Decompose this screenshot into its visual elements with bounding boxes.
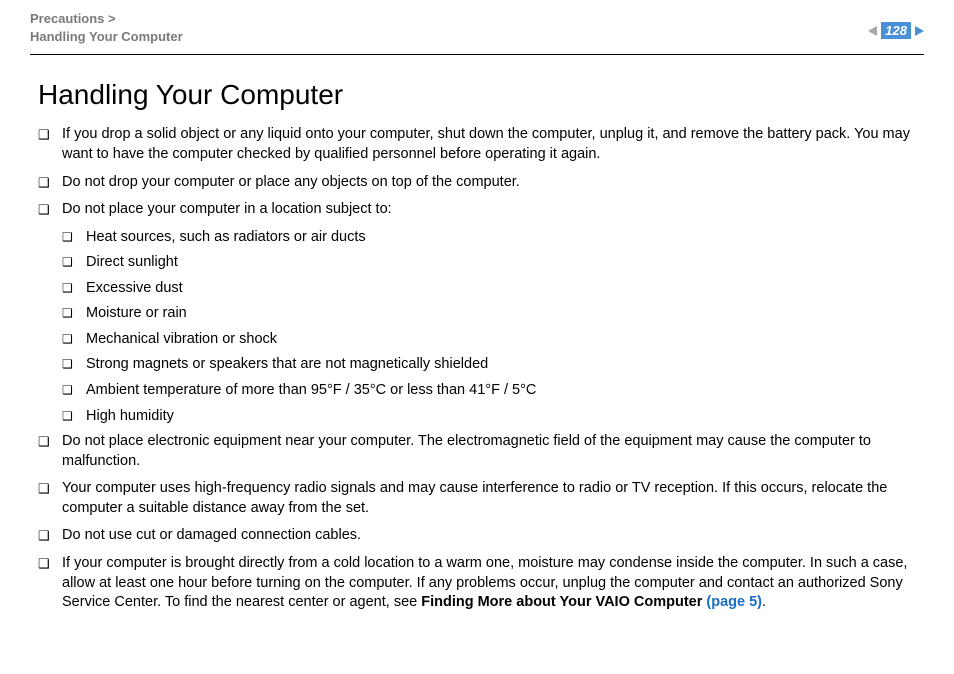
list-item: ❑ Do not use cut or damaged connection c… [38,526,924,546]
list-item-text: Do not use cut or damaged connection cab… [62,526,924,546]
bullet-icon: ❑ [38,125,62,164]
page-number: 128 [881,22,911,39]
list-item: ❑ If you drop a solid object or any liqu… [38,125,924,164]
list-item-text: If you drop a solid object or any liquid… [62,125,924,164]
list-item: ❑High humidity [62,407,924,427]
list-item: ❑ Do not drop your computer or place any… [38,173,924,193]
list-item-text: Strong magnets or speakers that are not … [86,355,924,375]
list-item: ❑Direct sunlight [62,253,924,273]
list-item-text: Direct sunlight [86,253,924,273]
bullet-icon: ❑ [38,200,62,220]
bullet-icon: ❑ [62,304,86,324]
precautions-list: ❑ If you drop a solid object or any liqu… [38,125,924,612]
bullet-icon: ❑ [62,279,86,299]
bullet-icon: ❑ [62,228,86,248]
list-item: ❑Strong magnets or speakers that are not… [62,355,924,375]
list-item: ❑ Your computer uses high-frequency radi… [38,479,924,518]
breadcrumb-section: Precautions > [30,10,183,28]
bullet-icon: ❑ [62,407,86,427]
list-item: ❑Ambient temperature of more than 95°F /… [62,381,924,401]
list-item-text: Do not place electronic equipment near y… [62,432,924,471]
breadcrumb: Precautions > Handling Your Computer [30,10,183,46]
next-page-arrow-icon[interactable] [915,26,924,36]
list-item-text: If your computer is brought directly fro… [62,554,924,613]
breadcrumb-page: Handling Your Computer [30,28,183,46]
page-reference-link[interactable]: (page 5) [706,594,762,610]
list-item: ❑ Do not place electronic equipment near… [38,432,924,471]
reference-title: Finding More about Your VAIO Computer [421,594,706,610]
list-item-text: Do not drop your computer or place any o… [62,173,924,193]
bullet-icon: ❑ [38,554,62,613]
list-item-text: High humidity [86,407,924,427]
list-item-text: Moisture or rain [86,304,924,324]
list-item: ❑ If your computer is brought directly f… [38,554,924,613]
bullet-icon: ❑ [38,526,62,546]
page-indicator: 128 [868,22,924,39]
bullet-icon: ❑ [62,381,86,401]
list-item: ❑Excessive dust [62,279,924,299]
content-area: Handling Your Computer ❑ If you drop a s… [0,55,954,612]
page-title: Handling Your Computer [38,79,924,111]
bullet-icon: ❑ [38,432,62,471]
list-item-text: Do not place your computer in a location… [62,201,392,217]
list-item: ❑ Do not place your computer in a locati… [38,200,924,220]
list-item: ❑Mechanical vibration or shock [62,330,924,350]
bullet-icon: ❑ [62,330,86,350]
bullet-icon: ❑ [62,253,86,273]
list-item-text: Mechanical vibration or shock [86,330,924,350]
nested-list: ❑Heat sources, such as radiators or air … [62,228,924,427]
bullet-icon: ❑ [38,173,62,193]
list-item-text: Ambient temperature of more than 95°F / … [86,381,924,401]
list-item-text: Excessive dust [86,279,924,299]
nested-list-container: ❑Heat sources, such as radiators or air … [38,228,924,427]
bullet-icon: ❑ [38,479,62,518]
prev-page-arrow-icon[interactable] [868,26,877,36]
text-segment: . [762,594,766,610]
list-item-text: Your computer uses high-frequency radio … [62,479,924,518]
list-item-text: Heat sources, such as radiators or air d… [86,228,924,248]
list-item: ❑Moisture or rain [62,304,924,324]
page-header: Precautions > Handling Your Computer 128 [0,0,954,54]
list-item: ❑Heat sources, such as radiators or air … [62,228,924,248]
bullet-icon: ❑ [62,355,86,375]
